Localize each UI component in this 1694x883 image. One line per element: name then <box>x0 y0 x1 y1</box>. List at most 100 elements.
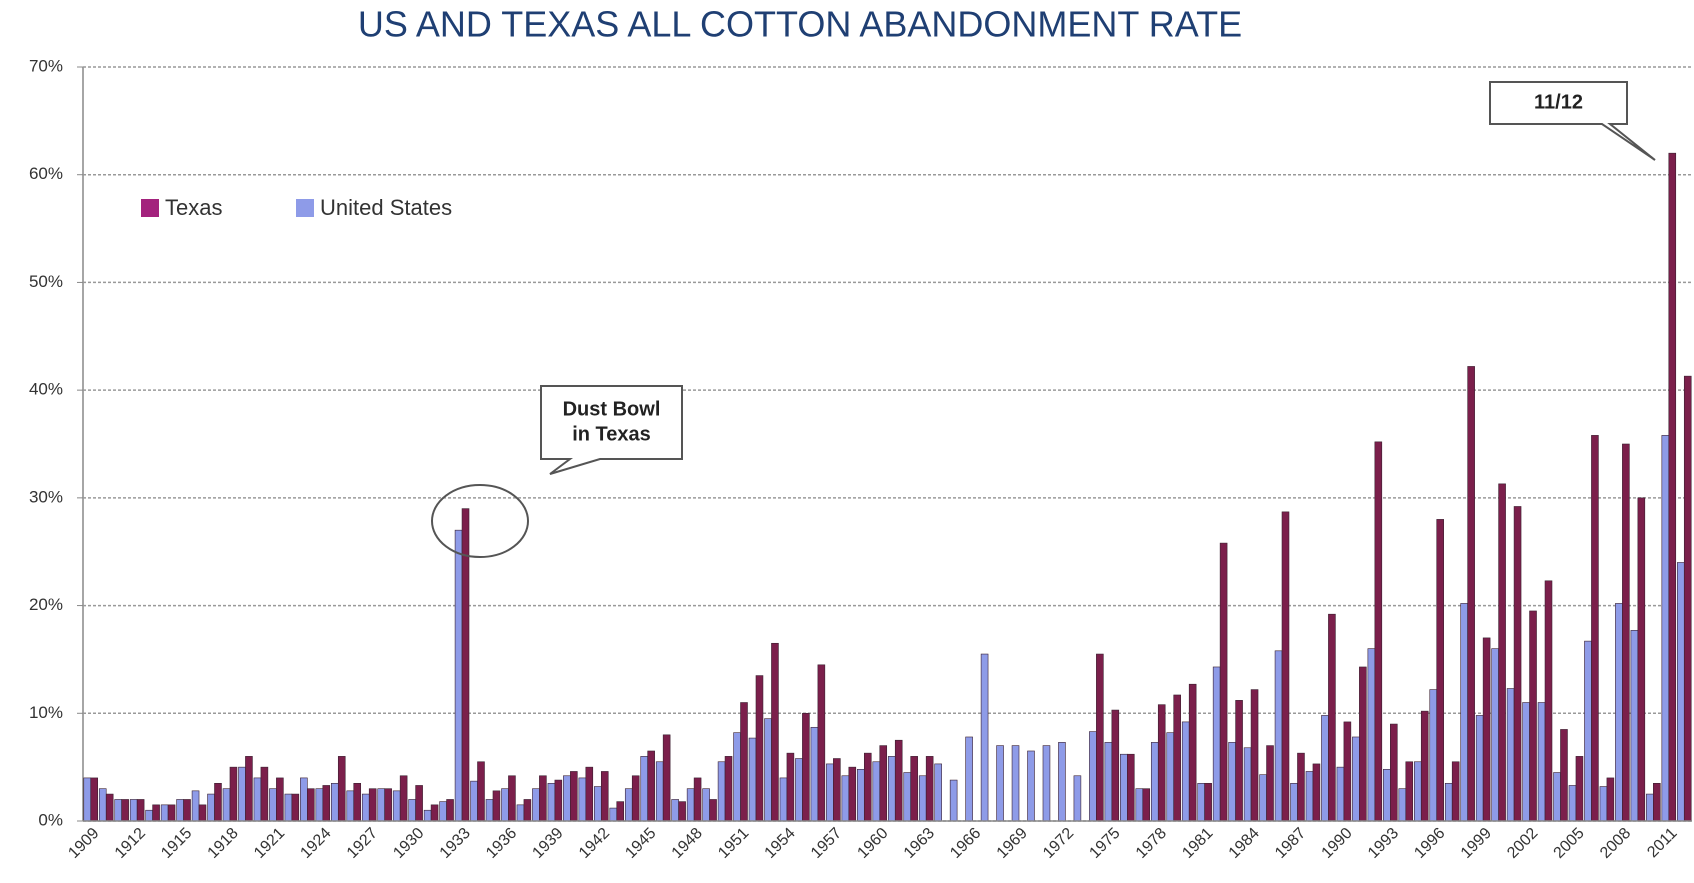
x-tick-label: 1966 <box>947 825 984 862</box>
bar <box>1274 650 1283 822</box>
bar <box>570 771 578 822</box>
bar <box>1281 511 1290 822</box>
callout-box <box>1489 81 1656 161</box>
bar <box>786 752 795 822</box>
bar <box>331 782 339 822</box>
bar <box>1606 777 1615 822</box>
bar <box>585 766 594 822</box>
bar <box>260 766 269 822</box>
bar <box>176 799 184 822</box>
bar <box>879 745 888 822</box>
bar <box>1444 782 1453 822</box>
bar <box>547 782 556 822</box>
x-tick-label: 1996 <box>1411 825 1448 862</box>
bar <box>222 788 231 822</box>
bar <box>368 788 377 822</box>
bar <box>485 799 494 822</box>
bar <box>136 799 145 822</box>
bar <box>1653 782 1661 822</box>
bar <box>1120 753 1128 822</box>
bar <box>903 772 912 822</box>
bar <box>1420 710 1429 822</box>
bar <box>1506 688 1515 822</box>
bar <box>300 777 308 822</box>
bar <box>229 766 238 822</box>
bar <box>1127 753 1135 822</box>
callout-box <box>540 385 683 475</box>
bar <box>624 788 633 822</box>
bar <box>1677 562 1685 822</box>
bar <box>1668 152 1677 822</box>
bar <box>1622 443 1630 822</box>
y-tick-label: 50% <box>29 272 63 291</box>
x-tick-label: 1909 <box>65 825 102 862</box>
bar <box>655 761 664 822</box>
bar <box>1405 761 1414 822</box>
bar <box>423 809 432 822</box>
bar <box>384 788 392 822</box>
bar <box>1646 793 1654 822</box>
bar <box>1321 715 1329 822</box>
bar <box>616 801 625 822</box>
bar <box>1235 700 1243 822</box>
bar <box>477 761 485 822</box>
bar <box>949 779 958 822</box>
legend-label: United States <box>320 195 452 220</box>
y-tick-label: 70% <box>29 56 63 75</box>
bar <box>724 756 733 822</box>
bar <box>1584 640 1592 822</box>
bar <box>114 799 122 822</box>
bar <box>1599 786 1608 822</box>
bar <box>1328 613 1336 822</box>
x-tick-label: 1927 <box>344 825 381 862</box>
highlight-circle <box>431 484 529 558</box>
bar <box>833 758 841 822</box>
x-tick-label: 1975 <box>1086 825 1123 862</box>
annotation-text: in Texas <box>572 423 651 445</box>
bar <box>1482 637 1491 822</box>
bar <box>771 642 779 822</box>
bar <box>1104 742 1113 822</box>
x-tick-label: 1954 <box>762 825 799 862</box>
bar <box>1575 756 1584 822</box>
legend-swatch <box>296 199 314 217</box>
bar <box>253 777 262 822</box>
bar <box>523 799 532 822</box>
bar <box>887 756 896 822</box>
bar <box>894 739 903 822</box>
bar <box>631 775 640 822</box>
bar <box>1513 506 1522 822</box>
bar <box>1537 702 1546 822</box>
bar <box>1142 788 1151 822</box>
bar <box>662 734 671 822</box>
bar <box>1228 742 1236 822</box>
bar <box>446 799 454 822</box>
x-tick-label: 1945 <box>622 825 659 862</box>
bar <box>191 790 200 822</box>
bar <box>1027 750 1035 822</box>
bar <box>1467 366 1475 822</box>
bar <box>857 768 865 822</box>
bar <box>1352 736 1360 822</box>
bar <box>1096 653 1104 822</box>
bar <box>795 758 803 822</box>
x-tick-label: 1993 <box>1365 825 1402 862</box>
bar <box>817 664 826 822</box>
x-tick-label: 1981 <box>1179 825 1216 862</box>
bar <box>1367 648 1376 822</box>
bar <box>532 788 540 822</box>
bar <box>671 799 679 822</box>
bar <box>702 788 710 822</box>
x-tick-label: 2011 <box>1644 825 1680 861</box>
bar <box>183 799 191 822</box>
bar <box>516 804 525 822</box>
bar <box>594 786 602 822</box>
bar <box>315 788 324 822</box>
bar <box>145 809 153 822</box>
bar <box>152 804 160 822</box>
bar <box>578 777 587 822</box>
bar <box>965 736 973 822</box>
bar <box>501 788 509 822</box>
bar <box>640 756 648 822</box>
